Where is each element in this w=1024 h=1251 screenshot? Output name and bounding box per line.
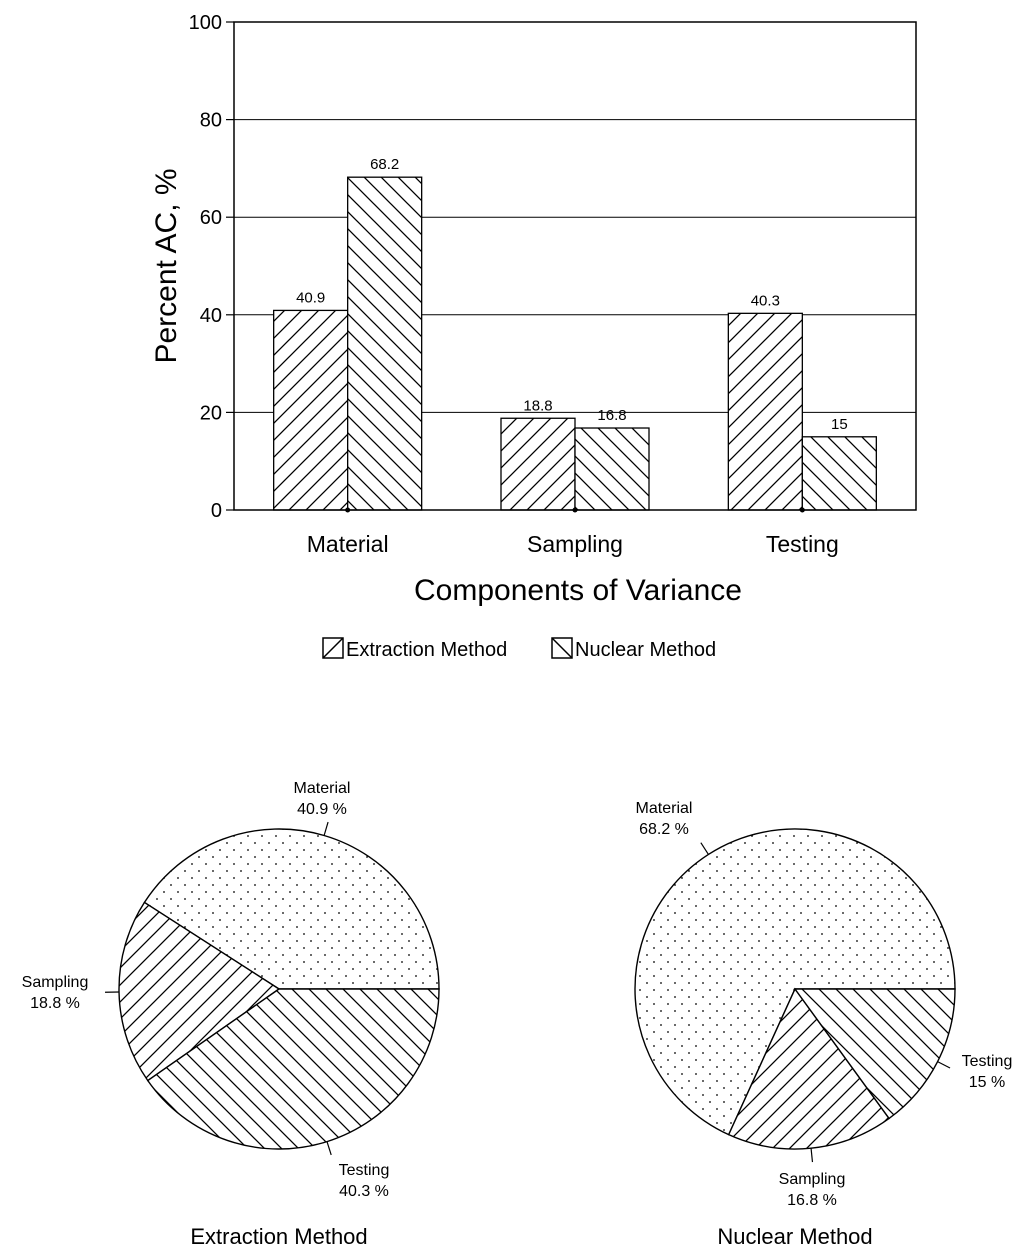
x-axis-label: Components of Variance [414, 574, 742, 607]
pie-slice-testing [146, 988, 440, 1150]
legend-item-nuclear-method: Nuclear Method [551, 637, 716, 661]
y-tick-label: 100 [189, 12, 222, 34]
legend-label: Extraction Method [346, 639, 507, 661]
pie-slice-testing [793, 988, 956, 1120]
x-category-label: Testing [766, 531, 839, 557]
bar-data-label: 40.3 [751, 292, 780, 309]
bar-material-nuclear-method [347, 176, 423, 511]
y-tick-label: 20 [200, 402, 222, 424]
pie-slice-name: Material [294, 780, 351, 797]
leader-line [937, 1061, 951, 1069]
pie-slice-value: 15 % [969, 1074, 1005, 1091]
y-tick-label: 40 [200, 305, 222, 327]
pie-slice-name: Sampling [22, 974, 89, 991]
plot-frame [233, 21, 917, 511]
bar-data-label: 15 [831, 416, 848, 433]
pie-slice-value: 40.9 % [297, 801, 347, 818]
leader-line [323, 821, 329, 836]
x-category-labels: Material Sampling Testing [307, 507, 839, 557]
legend: Extraction Method Nuclear Method [322, 637, 716, 661]
y-tick-label: 60 [200, 207, 222, 229]
pie-nuclear-title: Nuclear Method [717, 1224, 872, 1249]
bar-data-label: 40.9 [296, 289, 325, 306]
y-tick-label: 80 [200, 110, 222, 132]
leader-line [700, 842, 709, 855]
bar-testing-extraction-method [727, 312, 803, 511]
pie-slice-name: Testing [339, 1162, 390, 1179]
bar-sampling-extraction-method [500, 417, 576, 511]
bars [273, 176, 877, 511]
bar-data-label: 18.8 [523, 397, 552, 414]
pie-slice-name: Sampling [779, 1171, 846, 1188]
pie-slice-material [634, 828, 956, 1136]
legend-label: Nuclear Method [575, 639, 716, 661]
pie-slice-name: Testing [962, 1053, 1013, 1070]
pie-slice-value: 16.8 % [787, 1192, 837, 1209]
pie-slice-sampling [118, 901, 281, 1082]
legend-item-extraction-method: Extraction Method [322, 637, 507, 661]
bar-data-labels: 40.9 68.2 18.8 16.8 40.3 15 [296, 156, 848, 433]
y-axis-label: Percent AC, % [150, 168, 183, 363]
pie-slice-value: 18.8 % [30, 995, 80, 1012]
pie-extraction-title: Extraction Method [190, 1224, 367, 1249]
bar-testing-nuclear-method [801, 436, 877, 511]
bar-data-label: 68.2 [370, 156, 399, 173]
leader-line [326, 1141, 332, 1156]
pie-slice-name: Material [636, 800, 693, 817]
x-category-label: Sampling [527, 531, 623, 557]
pie-slice-value: 40.3 % [339, 1183, 389, 1200]
x-category-label: Material [307, 531, 389, 557]
leader-line [810, 1148, 814, 1163]
pie-nuclear-method: Material 68.2 % Sampling 16.8 % Testing 15 % [634, 800, 1013, 1209]
y-tick-label: 0 [211, 500, 222, 522]
pie-slice-value: 68.2 % [639, 821, 689, 838]
y-tick-labels: 0 20 40 60 80 100 [189, 12, 234, 522]
pie-slice-sampling [727, 987, 891, 1150]
pie-extraction-method: Material 40.9 % Sampling 18.8 % Testing 40.3 … [22, 780, 440, 1200]
bar-material-extraction-method [273, 309, 349, 511]
bar-data-label: 16.8 [597, 407, 626, 424]
bar-chart: 0 20 40 60 80 100 40.9 68.2 18.8 16.8 40.3 15 Mate… [150, 12, 917, 661]
bar-sampling-nuclear-method [574, 427, 650, 511]
